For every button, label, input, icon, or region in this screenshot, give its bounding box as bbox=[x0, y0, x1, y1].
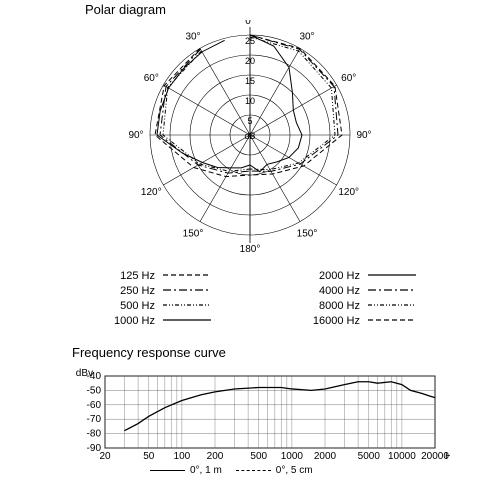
legend-item: 2000 Hz bbox=[300, 268, 416, 283]
svg-text:90°: 90° bbox=[356, 130, 371, 141]
polar-legend-right: 2000 Hz4000 Hz8000 Hz16000 Hz bbox=[300, 268, 416, 328]
svg-text:20: 20 bbox=[99, 451, 111, 462]
legend-item: 0°, 1 m bbox=[150, 465, 222, 476]
legend-item: 250 Hz bbox=[95, 283, 211, 298]
svg-text:30°: 30° bbox=[185, 31, 200, 42]
legend-item: 500 Hz bbox=[95, 298, 211, 313]
polar-legend-left: 125 Hz250 Hz500 Hz1000 Hz bbox=[95, 268, 211, 328]
svg-text:180°: 180° bbox=[240, 244, 261, 255]
svg-text:100: 100 bbox=[174, 451, 191, 462]
polar-diagram: 510152025dB0°30°30°60°60°90°90°120°120°1… bbox=[90, 20, 410, 260]
svg-text:120°: 120° bbox=[338, 187, 359, 198]
legend-item: 8000 Hz bbox=[300, 298, 416, 313]
svg-text:dBv: dBv bbox=[76, 368, 93, 379]
svg-text:0°: 0° bbox=[245, 20, 255, 27]
svg-text:-60: -60 bbox=[87, 400, 102, 411]
legend-item: 125 Hz bbox=[95, 268, 211, 283]
svg-text:5000: 5000 bbox=[358, 451, 381, 462]
freq-legend: 0°, 1 m 0°, 5 cm bbox=[150, 465, 313, 476]
svg-text:-70: -70 bbox=[87, 414, 102, 425]
svg-text:2000: 2000 bbox=[314, 451, 337, 462]
svg-text:Hz: Hz bbox=[445, 451, 450, 462]
svg-text:-80: -80 bbox=[87, 429, 102, 440]
svg-text:50: 50 bbox=[143, 451, 155, 462]
svg-text:-50: -50 bbox=[87, 385, 102, 396]
svg-text:10000: 10000 bbox=[388, 451, 416, 462]
polar-title: Polar diagram bbox=[85, 2, 166, 17]
legend-item: 4000 Hz bbox=[300, 283, 416, 298]
svg-text:60°: 60° bbox=[144, 73, 159, 84]
frequency-response-chart: -40-50-60-70-80-90dBv2050100200500100020… bbox=[70, 368, 450, 463]
svg-text:60°: 60° bbox=[341, 73, 356, 84]
freq-title: Frequency response curve bbox=[72, 345, 226, 360]
svg-text:150°: 150° bbox=[297, 229, 318, 240]
svg-text:150°: 150° bbox=[183, 229, 204, 240]
svg-text:1000: 1000 bbox=[281, 451, 304, 462]
svg-text:90°: 90° bbox=[128, 130, 143, 141]
svg-text:200: 200 bbox=[207, 451, 224, 462]
svg-text:500: 500 bbox=[250, 451, 267, 462]
legend-item: 1000 Hz bbox=[95, 313, 211, 328]
legend-item: 16000 Hz bbox=[300, 313, 416, 328]
svg-text:30°: 30° bbox=[299, 31, 314, 42]
legend-item: 0°, 5 cm bbox=[236, 465, 313, 476]
svg-text:120°: 120° bbox=[141, 187, 162, 198]
